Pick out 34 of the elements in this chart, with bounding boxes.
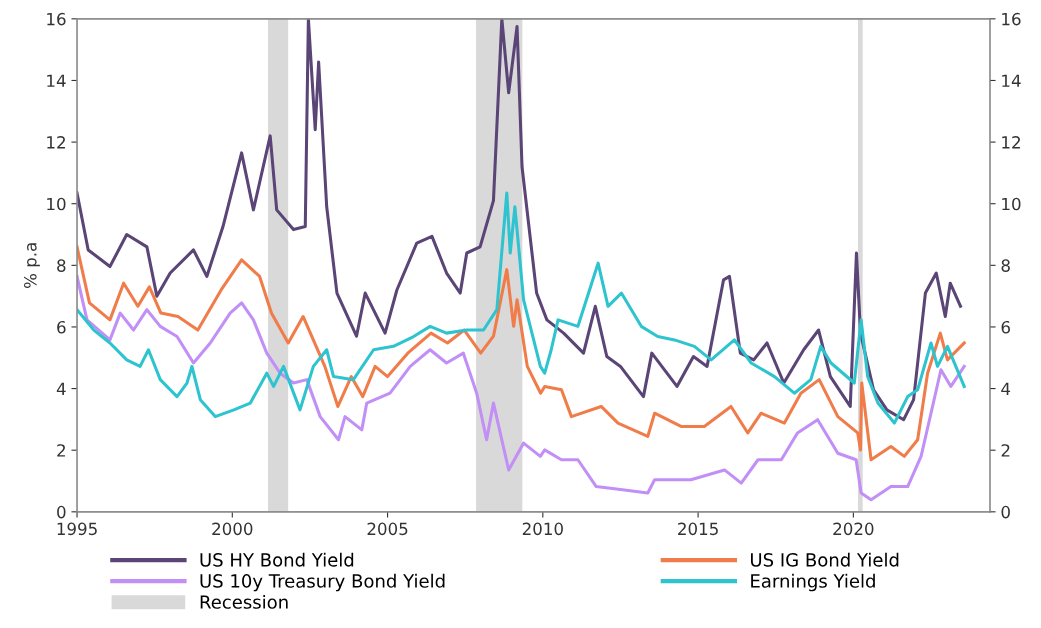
x-tick-label: 2015 xyxy=(678,522,718,536)
y2-tick-label: 10 xyxy=(1002,197,1021,211)
x-tick-label: 2000 xyxy=(212,522,253,536)
y-tick-label: 2 xyxy=(57,444,65,457)
y2-tick-label: 8 xyxy=(1001,259,1010,272)
line-series xyxy=(77,274,966,502)
x-tick-label: 1995 xyxy=(57,522,97,536)
y-tick-label: 14 xyxy=(47,74,66,87)
x-tick-label: 2005 xyxy=(367,522,408,536)
y2-tick-label: 4 xyxy=(1001,382,1011,395)
y-tick-label: 0 xyxy=(57,505,66,519)
x-tick-label: 2020 xyxy=(833,522,874,536)
y2-tick-label: 6 xyxy=(1001,320,1010,334)
line-series xyxy=(77,245,966,462)
y-tick-label: 16 xyxy=(47,12,66,26)
legend-label: US 10y Treasury Bond Yield xyxy=(200,573,445,592)
x-tick-label: 2010 xyxy=(522,522,563,536)
legend-label: Recession xyxy=(200,594,288,609)
legend-label: US HY Bond Yield xyxy=(200,552,354,567)
y-axis-title: % p.a xyxy=(24,243,40,289)
legend-label: US IG Bond Yield xyxy=(750,552,899,567)
y2-tick-label: 14 xyxy=(1002,74,1021,87)
legend-label: Earnings Yield xyxy=(751,573,875,592)
y2-tick-label: 0 xyxy=(1001,505,1010,519)
line-series xyxy=(77,191,966,425)
y-tick-label: 6 xyxy=(57,320,66,334)
y-tick-label: 12 xyxy=(47,136,65,149)
line-series xyxy=(77,18,963,422)
y2-tick-label: 12 xyxy=(1002,136,1020,149)
y-tick-label: 4 xyxy=(56,382,66,395)
y2-tick-label: 2 xyxy=(1001,444,1010,457)
y2-tick-label: 16 xyxy=(1002,12,1021,26)
y-tick-label: 10 xyxy=(47,197,66,211)
y-tick-label: 8 xyxy=(57,259,66,272)
